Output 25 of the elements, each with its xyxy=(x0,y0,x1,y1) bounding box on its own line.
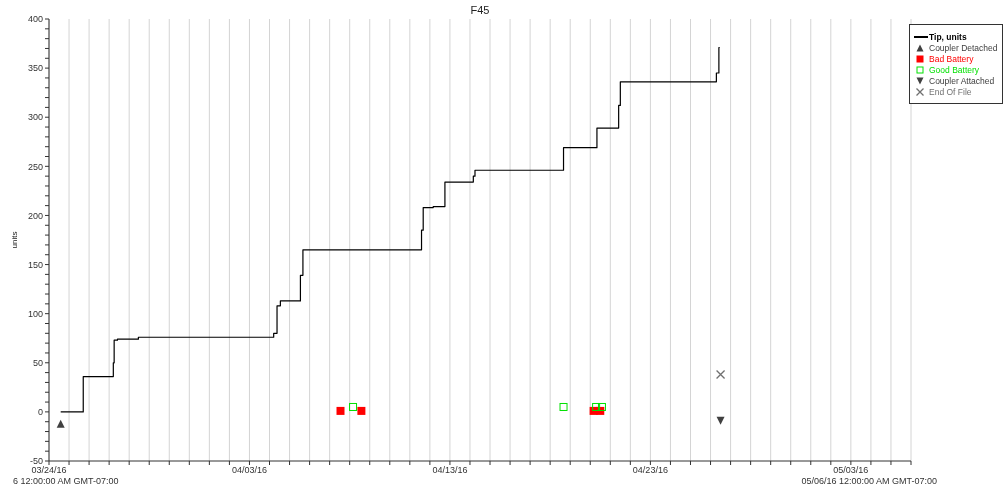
y-tick-label: -50 xyxy=(29,456,43,467)
x-tick-label: 05/03/16 xyxy=(833,465,869,476)
chart-title: F45 xyxy=(469,4,491,16)
legend-label: End Of File xyxy=(929,86,972,97)
x-tick-label: 03/24/16 xyxy=(31,465,67,476)
y-tick-label: 50 xyxy=(32,357,43,368)
y-tick-label: 100 xyxy=(27,308,43,319)
legend-label: Coupler Attached xyxy=(929,75,995,86)
y-tick-label: 0 xyxy=(37,407,43,418)
x-tick-label: 04/23/16 xyxy=(632,465,668,476)
x-tick-label: 04/03/16 xyxy=(231,465,267,476)
y-tick-label: 250 xyxy=(27,161,43,172)
y-tick-label: 150 xyxy=(27,259,43,270)
x-tick-label: 04/13/16 xyxy=(432,465,468,476)
legend-label: Coupler Detached xyxy=(929,42,998,53)
legend-label: Bad Battery xyxy=(929,53,974,64)
text: 6 12:00:00 AM GMT-07:00 xyxy=(13,476,119,486)
legend-label: Good Battery xyxy=(929,64,980,75)
y-axis-title: units xyxy=(9,231,19,249)
y-tick-label: 350 xyxy=(27,63,43,74)
y-tick-label: 300 xyxy=(27,112,43,123)
y-tick-label: 200 xyxy=(27,210,43,221)
legend-label: Tip, units xyxy=(929,31,967,42)
text: 05/06/16 12:00:00 AM GMT-07:00 xyxy=(801,476,937,486)
y-tick-label: 400 xyxy=(27,14,43,25)
